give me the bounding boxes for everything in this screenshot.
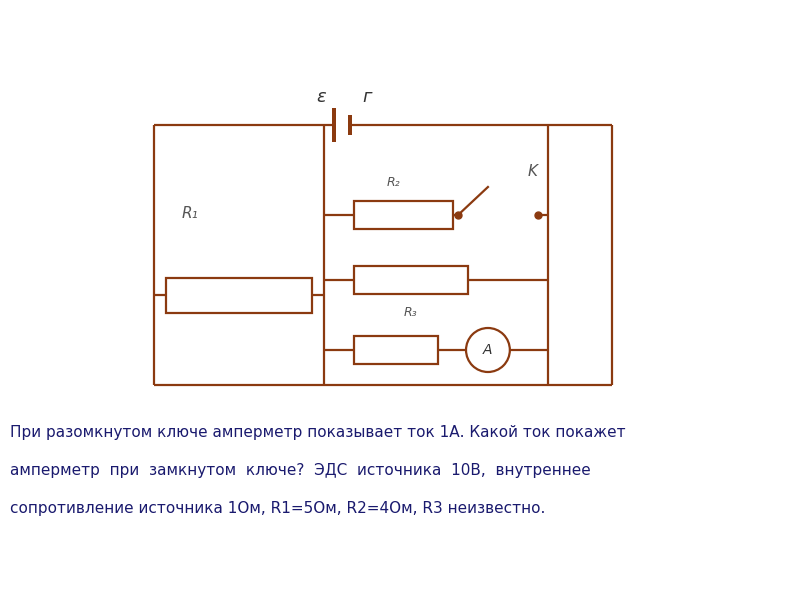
Text: A: A [483, 343, 493, 357]
FancyBboxPatch shape [354, 201, 453, 229]
Text: г: г [362, 88, 372, 106]
FancyBboxPatch shape [354, 336, 438, 364]
Circle shape [466, 328, 510, 372]
FancyBboxPatch shape [354, 266, 468, 294]
Text: сопротивление источника 1Ом, R1=5Ом, R2=4Ом, R3 неизвестно.: сопротивление источника 1Ом, R1=5Ом, R2=… [10, 501, 546, 516]
Text: При разомкнутом ключе амперметр показывает ток 1А. Какой ток покажет: При разомкнутом ключе амперметр показыва… [10, 425, 626, 440]
Text: амперметр  при  замкнутом  ключе?  ЭДС  источника  10В,  внутреннее: амперметр при замкнутом ключе? ЭДС источ… [10, 463, 590, 478]
Text: ε: ε [317, 88, 326, 106]
Text: R₂: R₂ [386, 176, 400, 189]
FancyBboxPatch shape [166, 277, 312, 313]
Text: R₁: R₁ [182, 205, 198, 220]
Text: K: K [528, 164, 538, 179]
Text: R₃: R₃ [404, 306, 418, 319]
